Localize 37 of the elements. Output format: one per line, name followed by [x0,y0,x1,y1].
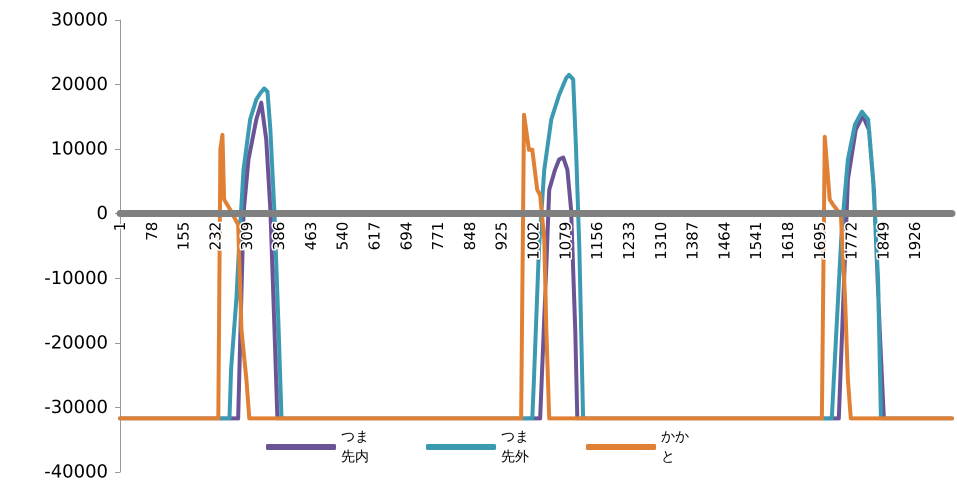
x-tick-label: 309 [238,222,256,250]
y-tick-label: -40000 [44,462,108,482]
y-tick-label: -30000 [44,396,108,418]
x-tick-label: 1002 [524,222,543,260]
x-tick-label: 1695 [810,222,829,260]
y-tick-label: 10000 [50,138,108,160]
x-tick-label: 1233 [620,222,638,260]
legend-label: かかと [661,429,689,465]
x-tick-label: 1464 [715,222,734,260]
x-tick-label: 925 [492,222,511,250]
y-tick-label: -10000 [44,268,108,289]
x-tick-label: 78 [142,222,161,241]
x-tick-label: 540 [334,222,352,250]
x-tick-label: 1387 [684,222,702,260]
x-tick-label: 1618 [778,222,797,260]
y-tick-label: -20000 [44,332,108,354]
legend-label: つま先外 [501,429,529,465]
x-tick-label: 232 [206,222,224,250]
x-tick-label: 1849 [874,222,892,260]
x-tick-label: 1 [111,222,129,232]
x-tick-label: 1156 [588,222,606,260]
x-tick-label: 155 [174,222,193,250]
x-tick-label: 386 [270,222,288,250]
x-tick-label: 617 [365,222,384,250]
x-tick-label: 1926 [906,222,924,260]
x-tick-label: 771 [429,222,448,250]
x-tick-label: 1079 [556,222,574,260]
y-tick-label: 0 [96,203,108,224]
y-tick-label: 20000 [50,74,108,96]
x-tick-label: 1310 [652,222,670,260]
x-tick-label: 848 [460,222,479,250]
legend-label: つま先内 [341,429,369,465]
x-tick-label: 694 [397,222,416,250]
x-tick-label: 463 [302,222,320,250]
x-tick-label: 1541 [747,222,766,260]
y-tick-label: 30000 [50,10,108,30]
x-tick-label: 1772 [842,222,861,260]
